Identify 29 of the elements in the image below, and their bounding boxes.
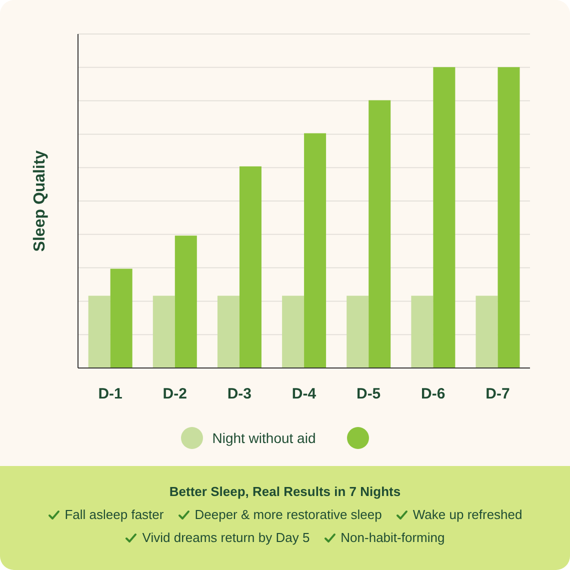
x-tick-label: D-5 bbox=[356, 386, 381, 403]
bar bbox=[239, 166, 262, 368]
bar bbox=[368, 100, 391, 368]
x-tick-label: D-3 bbox=[227, 386, 252, 403]
text: Vivid dreams return by Day 5 bbox=[141, 530, 310, 545]
legend-label: Night without aid bbox=[212, 430, 316, 446]
y-axis-title: Sleep Quality bbox=[32, 150, 49, 252]
bar bbox=[498, 67, 520, 368]
text: Wake up refreshed bbox=[412, 507, 522, 522]
x-tick-label: D-1 bbox=[98, 386, 122, 403]
bar bbox=[433, 67, 456, 368]
x-tick-label: D-7 bbox=[486, 386, 510, 403]
text: Better Sleep, Real Results in 7 Nights bbox=[169, 484, 401, 499]
bar bbox=[282, 296, 304, 368]
bar bbox=[217, 296, 240, 368]
text: Deeper & more restorative sleep bbox=[194, 507, 382, 522]
bar bbox=[174, 236, 197, 368]
bar bbox=[88, 296, 110, 368]
bar bbox=[411, 296, 434, 368]
bar bbox=[304, 133, 326, 368]
bar bbox=[476, 296, 498, 368]
x-tick-label: D-2 bbox=[162, 386, 187, 403]
bar bbox=[346, 296, 369, 368]
bar bbox=[152, 296, 175, 368]
x-tick-label: D-4 bbox=[292, 386, 317, 403]
bar bbox=[110, 268, 132, 368]
text: Fall asleep faster bbox=[64, 507, 164, 522]
x-tick-label: D-6 bbox=[421, 386, 446, 403]
text: Non-habit-forming bbox=[340, 530, 445, 545]
